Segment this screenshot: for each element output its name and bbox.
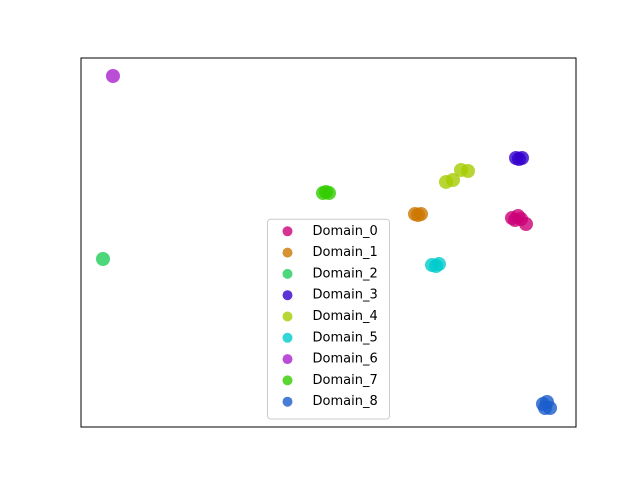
legend-label: Domain_1 [313, 245, 378, 260]
scatter-point [318, 184, 333, 199]
legend-label: Domain_3 [313, 288, 378, 303]
legend-label: Domain_4 [313, 309, 378, 324]
legend-label: Domain_2 [313, 266, 378, 281]
legend-label: Domain_8 [313, 394, 378, 409]
legend-marker [282, 268, 293, 279]
scatter-point [514, 211, 529, 226]
legend-marker [282, 396, 293, 407]
scatter-point [460, 163, 475, 178]
legend-marker [282, 226, 293, 237]
legend-frame [267, 218, 390, 420]
legend-label: Domain_6 [313, 352, 378, 367]
scatter-point [445, 172, 460, 187]
legend-label: Domain_5 [313, 330, 378, 345]
legend-marker [282, 247, 293, 258]
axes-frame [80, 57, 577, 428]
legend: Domain_0 Domain_1 Domain_2 Domain_3 Domain_4… [267, 218, 390, 420]
scatter-point [95, 251, 110, 266]
scatter-point [105, 69, 120, 84]
scatter-point [410, 208, 425, 223]
legend-marker [282, 290, 293, 301]
legend-marker [282, 332, 293, 343]
scatter-point [429, 259, 444, 274]
legend-label: Domain_0 [313, 224, 378, 239]
legend-label: Domain_7 [313, 373, 378, 388]
legend-marker [282, 354, 293, 365]
scatter-point [538, 400, 553, 415]
scatter-point [511, 151, 526, 166]
legend-marker [282, 311, 293, 322]
legend-marker [282, 375, 293, 386]
